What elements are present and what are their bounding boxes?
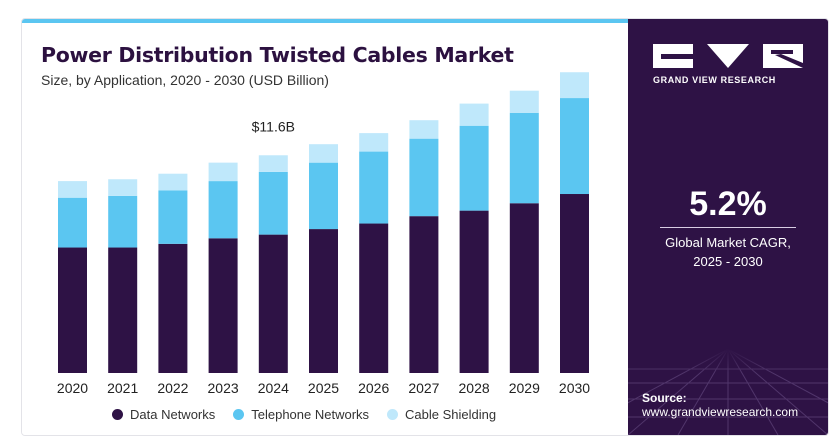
chart-subtitle: Size, by Application, 2020 - 2030 (USD B…: [41, 72, 329, 88]
grand-view-research-logo: GRAND VIEW RESEARCH: [653, 41, 803, 85]
legend-swatch: [387, 409, 399, 420]
bar-telephone-networks-2025: [309, 162, 338, 230]
bar-cable-shielding-2022: [158, 173, 188, 191]
cagr-label-line2: 2025 - 2030: [693, 254, 763, 269]
bar-cable-shielding-2020: [58, 181, 87, 198]
chart-area: Power Distribution Twisted Cables Market…: [22, 23, 628, 435]
x-tick-label-2021: 2021: [107, 380, 138, 396]
bar-data-networks-2020: [58, 247, 87, 373]
source-url[interactable]: www.grandviewresearch.com: [642, 405, 799, 419]
legend-label: Telephone Networks: [251, 407, 370, 422]
bar-data-networks-2021: [108, 247, 138, 373]
x-tick-label-2029: 2029: [509, 380, 540, 396]
cagr-divider: [660, 227, 796, 228]
bar-cable-shielding-2027: [409, 120, 439, 139]
bar-cable-shielding-2023: [208, 162, 238, 182]
decorative-grid-icon: [628, 349, 828, 435]
source-label: Source:: [642, 391, 687, 405]
bar-cable-shielding-2025: [309, 144, 338, 163]
bar-data-networks-2025: [309, 229, 338, 373]
logo-mark-icon: [653, 44, 803, 68]
source-note: Source: www.grandviewresearch.com: [642, 391, 798, 419]
bar-telephone-networks-2022: [158, 190, 188, 244]
bar-telephone-networks-2021: [108, 195, 138, 248]
bar-data-networks-2022: [158, 243, 188, 373]
x-tick-label-2024: 2024: [258, 380, 289, 396]
x-tick-label-2020: 2020: [57, 380, 88, 396]
bar-telephone-networks-2030: [560, 98, 589, 195]
legend-swatch: [112, 409, 123, 420]
chart-title: Power Distribution Twisted Cables Market: [41, 43, 514, 67]
cagr-label-line1: Global Market CAGR,: [665, 235, 791, 250]
x-tick-label-2026: 2026: [358, 380, 389, 396]
x-tick-label-2025: 2025: [308, 380, 339, 396]
bar-data-networks-2029: [509, 203, 539, 373]
bar-telephone-networks-2024: [258, 171, 288, 235]
chart-frame: Power Distribution Twisted Cables Market…: [21, 18, 829, 436]
x-tick-label-2022: 2022: [157, 380, 188, 396]
legend: Data Networks Telephone Networks Cable Shi…: [112, 407, 496, 422]
bar-cable-shielding-2029: [509, 90, 539, 113]
x-tick-label-2028: 2028: [459, 380, 490, 396]
bar-data-networks-2023: [208, 238, 238, 373]
brand-name: GRAND VIEW RESEARCH: [653, 75, 776, 85]
cagr-value: 5.2%: [689, 185, 767, 223]
annotation-2024: $11.6B: [252, 118, 295, 134]
legend-swatch: [233, 409, 245, 420]
bar-telephone-networks-2023: [208, 181, 238, 239]
bar-telephone-networks-2026: [359, 151, 389, 224]
bar-telephone-networks-2029: [509, 112, 539, 204]
legend-item-telephone-networks: Telephone Networks: [233, 407, 369, 422]
bar-cable-shielding-2021: [108, 179, 138, 196]
bar-data-networks-2028: [459, 210, 489, 373]
bar-cable-shielding-2028: [459, 103, 489, 126]
bar-data-networks-2026: [359, 223, 389, 373]
bar-cable-shielding-2026: [359, 133, 389, 152]
legend-label: Cable Shielding: [405, 407, 497, 422]
bar-telephone-networks-2027: [409, 138, 439, 217]
stacked-bar-plot: 2020 2021 2022 2023 2024 2025 2026 2027 2028 2029…: [57, 72, 590, 396]
bar-data-networks-2024: [258, 234, 288, 373]
bar-data-networks-2027: [409, 216, 439, 373]
bar-telephone-networks-2028: [459, 125, 489, 211]
legend-item-cable-shielding: Cable Shielding: [387, 407, 496, 422]
bar-telephone-networks-2020: [58, 197, 87, 248]
bar-cable-shielding-2030: [560, 72, 589, 99]
x-tick-label-2030: 2030: [559, 380, 590, 396]
x-tick-label-2023: 2023: [208, 380, 239, 396]
cagr-label: Global Market CAGR, 2025 - 2030: [628, 233, 828, 271]
x-tick-label-2027: 2027: [408, 380, 439, 396]
legend-item-data-networks: Data Networks: [112, 407, 215, 422]
legend-label: Data Networks: [130, 407, 216, 422]
bar-cable-shielding-2024: [258, 155, 288, 172]
accent-bar: [22, 19, 628, 23]
brand-panel: GRAND VIEW RESEARCH 5.2% Global Market C…: [628, 19, 828, 435]
bar-data-networks-2030: [560, 194, 589, 373]
